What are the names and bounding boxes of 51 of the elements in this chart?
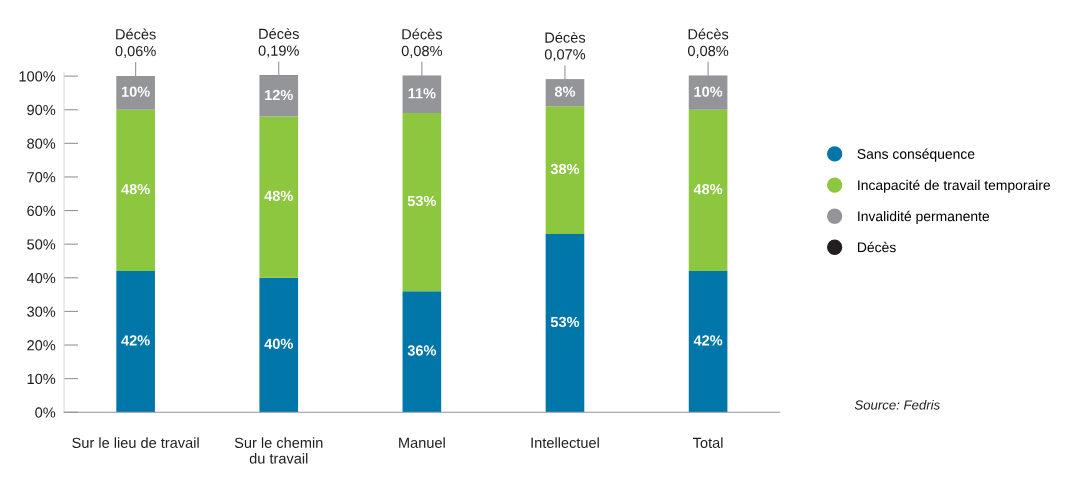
y-tick-label: 20%	[27, 340, 56, 351]
legend-label: Sans conséquence	[857, 148, 975, 162]
data-label: Décès 0,08%	[401, 28, 443, 58]
data-label: Décès 0,19%	[258, 28, 299, 58]
bar	[688, 271, 728, 413]
data-label: 48%	[693, 183, 723, 195]
x-tick-label: Total	[693, 437, 723, 448]
y-tick-label: 40%	[26, 272, 56, 284]
x-tick-label: Intellectuel	[531, 437, 599, 448]
data-label: 10%	[121, 86, 150, 97]
data-label: 42%	[121, 335, 150, 346]
y-tick-label: 90%	[27, 104, 56, 116]
legend-label: Invalidité permanente	[858, 210, 990, 224]
data-label: 11%	[408, 88, 436, 99]
bar	[402, 113, 442, 292]
data-label: 48%	[121, 183, 150, 195]
source-note: Source: Fedris	[854, 399, 940, 410]
data-label: 36%	[407, 345, 437, 356]
legend-label: Décès	[858, 241, 896, 253]
data-label: Décès 0,06%	[115, 28, 156, 58]
bar	[688, 109, 728, 272]
data-label: 48%	[264, 190, 293, 202]
x-tick-label: Manuel	[399, 437, 445, 448]
data-label: 53%	[407, 195, 437, 207]
y-tick-label: 50%	[27, 239, 56, 250]
y-tick-label: 10%	[27, 373, 56, 385]
bar	[116, 271, 155, 413]
y-tick-label: 100%	[19, 71, 56, 82]
data-label: 42%	[693, 335, 723, 346]
bar	[545, 234, 585, 413]
data-label: Décès 0,08%	[687, 28, 729, 58]
legend-label: Incapacité de travail temporaire	[858, 179, 1051, 193]
data-label: 53%	[550, 316, 580, 328]
y-tick-label: 70%	[27, 172, 56, 183]
data-label: 38%	[550, 163, 580, 175]
data-label: Décès 0,07%	[544, 31, 586, 62]
data-label: 10%	[694, 86, 723, 97]
bar	[259, 116, 299, 278]
y-tick-label: 80%	[27, 138, 56, 149]
bar	[259, 277, 299, 413]
data-label: 40%	[264, 338, 293, 349]
bar	[545, 106, 585, 235]
y-tick-label: 60%	[27, 205, 56, 216]
bar	[116, 109, 155, 272]
x-tick-label: Sur le lieu de travail	[72, 437, 199, 448]
data-label: 8%	[554, 86, 576, 97]
y-tick-label: 30%	[27, 306, 56, 317]
data-label: 12%	[265, 89, 293, 101]
x-tick-label: Sur le chemin du travail	[234, 437, 323, 464]
y-tick-label: 0%	[35, 407, 56, 418]
bar	[402, 291, 442, 413]
